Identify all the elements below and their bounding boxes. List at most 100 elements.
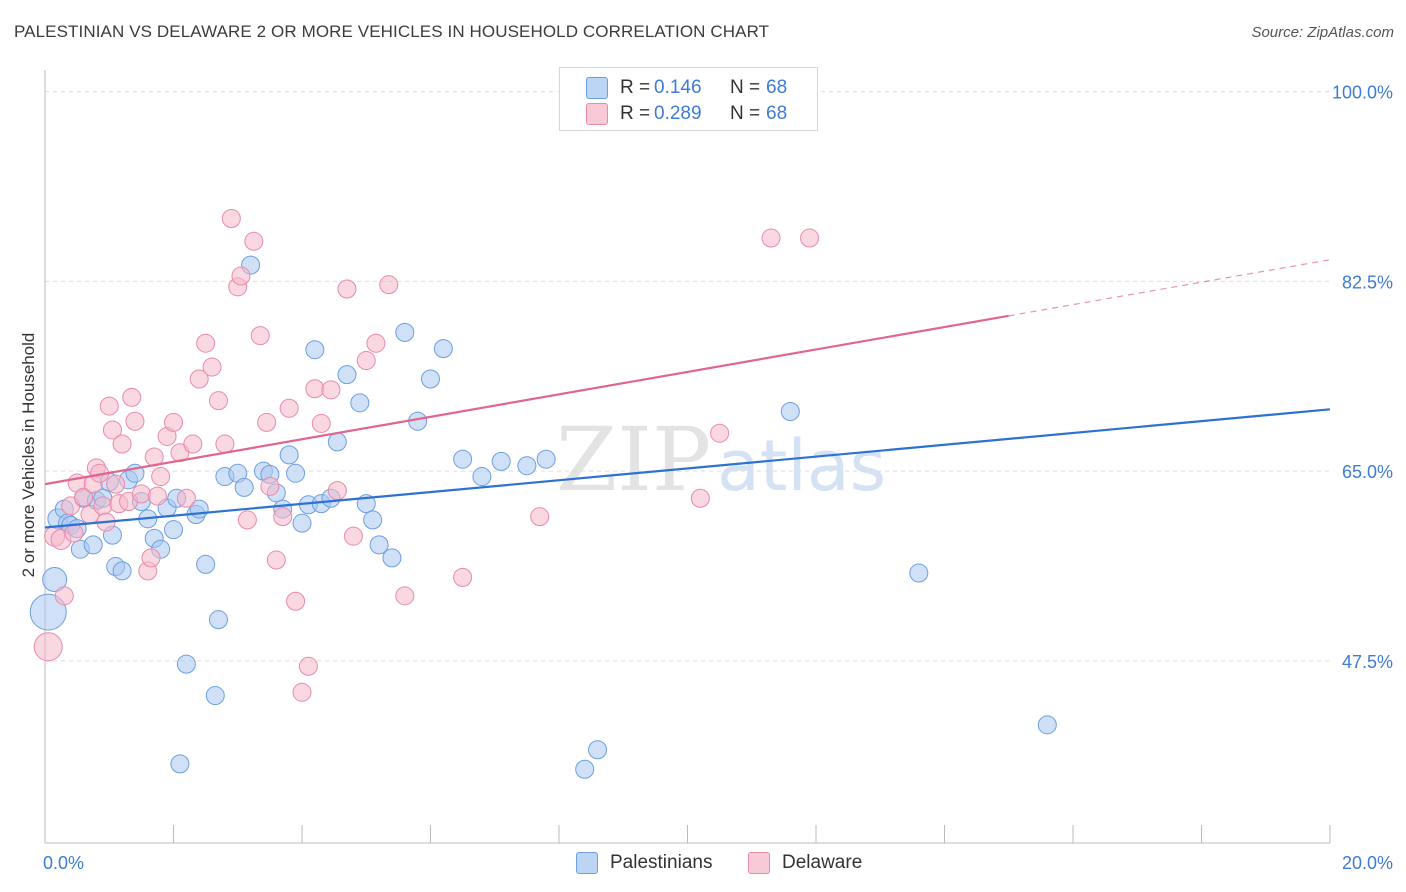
r-label: R = bbox=[620, 77, 651, 98]
watermark-zip: ZIP bbox=[556, 408, 711, 511]
palestinians-point bbox=[83, 535, 103, 555]
delaware-point bbox=[298, 656, 318, 676]
y-tick-label: 47.5% bbox=[1342, 652, 1393, 672]
delaware-point bbox=[311, 413, 331, 433]
delaware-swatch bbox=[586, 103, 608, 125]
delaware-point bbox=[530, 507, 550, 527]
palestinians-point bbox=[780, 402, 800, 422]
delaware-point bbox=[250, 326, 270, 346]
n-value: 68 bbox=[766, 103, 788, 124]
palestinians-point bbox=[588, 740, 608, 760]
delaware-point bbox=[244, 231, 264, 251]
delaware-point bbox=[395, 586, 415, 606]
palestinians-legend-swatch bbox=[576, 852, 598, 874]
delaware-point bbox=[196, 333, 216, 353]
chart-title: PALESTINIAN VS DELAWARE 2 OR MORE VEHICL… bbox=[14, 22, 770, 41]
palestinians-point bbox=[170, 754, 190, 774]
delaware-point bbox=[99, 396, 119, 416]
data-points bbox=[29, 209, 1057, 779]
delaware-point bbox=[74, 487, 94, 507]
palestinians-point bbox=[382, 548, 402, 568]
delaware-point bbox=[321, 380, 341, 400]
delaware-point bbox=[690, 488, 710, 508]
n-label: N = bbox=[730, 103, 761, 124]
delaware-point bbox=[221, 209, 241, 229]
palestinians-point bbox=[337, 365, 357, 385]
delaware-point bbox=[327, 481, 347, 501]
delaware-point bbox=[102, 420, 122, 440]
delaware-point bbox=[208, 391, 228, 411]
palestinians-point bbox=[112, 561, 132, 581]
palestinians-point bbox=[536, 449, 556, 469]
palestinians-point bbox=[491, 451, 511, 471]
r-value: 0.289 bbox=[654, 103, 702, 124]
delaware-point bbox=[366, 333, 386, 353]
delaware-point bbox=[131, 484, 151, 504]
delaware-point bbox=[215, 434, 235, 454]
delaware-point bbox=[164, 412, 183, 432]
delaware-point bbox=[93, 496, 113, 516]
x-tick-label: 20.0% bbox=[1342, 853, 1393, 873]
delaware-point bbox=[337, 279, 357, 299]
legend-item-palestinians[interactable]: Palestinians bbox=[576, 852, 712, 874]
zipatlas-watermark: ZIP atlas bbox=[556, 408, 886, 511]
palestinians-point bbox=[453, 449, 473, 469]
delaware-point bbox=[125, 411, 145, 431]
delaware-point bbox=[231, 266, 251, 286]
delaware-point bbox=[710, 423, 730, 443]
palestinians-point bbox=[234, 477, 254, 497]
y-tick-label: 100.0% bbox=[1332, 83, 1393, 103]
delaware-point bbox=[800, 228, 820, 248]
r-value: 0.146 bbox=[654, 77, 702, 98]
delaware-point bbox=[33, 632, 63, 662]
delaware-point bbox=[54, 586, 74, 606]
legend-item-delaware[interactable]: Delaware bbox=[748, 852, 862, 874]
palestinians-point bbox=[575, 759, 595, 779]
palestinians-point bbox=[909, 563, 929, 583]
delaware-point bbox=[64, 523, 84, 543]
delaware-point bbox=[112, 434, 132, 454]
tick-labels: 47.5% 65.0% 82.5% 100.0% 0.0% 20.0% bbox=[43, 83, 1393, 873]
palestinians-point bbox=[305, 340, 325, 360]
palestinians-point bbox=[292, 513, 312, 533]
delaware-point bbox=[141, 548, 161, 568]
palestinians-point bbox=[421, 369, 440, 389]
y-tick-label: 82.5% bbox=[1342, 272, 1393, 292]
delaware-point bbox=[761, 228, 781, 248]
palestinians-legend-label: Palestinians bbox=[610, 852, 713, 873]
delaware-point bbox=[343, 526, 363, 546]
y-tick-label: 65.0% bbox=[1342, 462, 1393, 482]
delaware-point bbox=[453, 567, 473, 587]
palestinians-point bbox=[196, 554, 216, 574]
delaware-point bbox=[273, 507, 293, 527]
trend-lines bbox=[44, 259, 1331, 529]
palestinians-point bbox=[1037, 715, 1057, 735]
stats-legend: R = 0.146 N = 68 R = 0.289 N = 68 bbox=[559, 67, 818, 131]
watermark-atlas: atlas bbox=[717, 425, 886, 507]
delaware-point bbox=[260, 476, 280, 496]
delaware-point bbox=[379, 275, 399, 295]
delaware-legend-swatch bbox=[748, 852, 770, 874]
n-value: 68 bbox=[766, 77, 788, 98]
x-tick-label: 0.0% bbox=[43, 853, 84, 873]
palestinians-point bbox=[472, 467, 492, 487]
palestinians-point bbox=[164, 520, 183, 540]
delaware-point bbox=[286, 591, 306, 611]
delaware-point bbox=[305, 379, 325, 399]
delaware-legend-label: Delaware bbox=[782, 852, 863, 873]
palestinians-point bbox=[363, 510, 383, 530]
delaware-trend-line-extension bbox=[1008, 259, 1331, 317]
delaware-point bbox=[106, 474, 126, 494]
palestinians-point bbox=[395, 322, 415, 342]
palestinians-point bbox=[350, 393, 370, 413]
delaware-point bbox=[122, 387, 142, 407]
axes bbox=[44, 70, 1331, 844]
source-label: Source: ZipAtlas.com bbox=[1251, 24, 1394, 41]
delaware-point bbox=[183, 434, 203, 454]
palestinians-point bbox=[286, 463, 306, 483]
grid-lines bbox=[45, 91, 1330, 662]
palestinians-point bbox=[208, 610, 228, 630]
palestinians-trend-line bbox=[44, 408, 1331, 529]
delaware-point bbox=[189, 369, 209, 389]
